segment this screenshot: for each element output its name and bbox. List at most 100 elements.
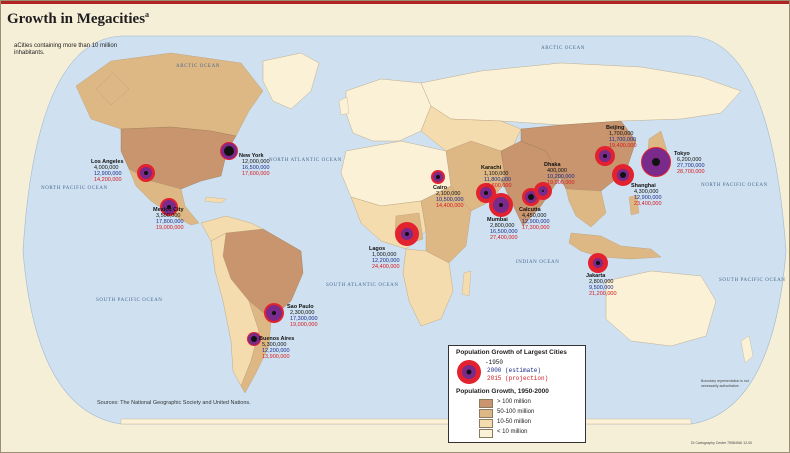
map-title-text: Growth in Megacities	[7, 11, 146, 27]
legend-growth-title: Population Growth, 1950-2000	[456, 388, 549, 395]
legend-1950-label: -1950	[485, 359, 504, 366]
city-mexico-city-name: Mexico City	[153, 207, 185, 213]
city-mexico-city-1950-dot	[167, 205, 171, 209]
city-lagos-pop-2015: 24,400,000	[372, 264, 400, 270]
city-beijing-1950-dot	[603, 154, 607, 158]
city-cairo-pop-2015: 14,400,000	[436, 203, 464, 209]
city-los-angeles-pop-2015: 14,200,000	[94, 177, 122, 183]
city-jakarta-1950-dot	[596, 261, 600, 265]
land-new-zealand	[740, 335, 754, 364]
footnote: aCities containing more than 10 million …	[14, 43, 118, 56]
legend-title: Population Growth of Largest Cities	[456, 349, 567, 356]
land-uk	[338, 96, 350, 116]
ocean-label-north-atlantic: NORTH ATLANTIC OCEAN	[269, 158, 342, 163]
land-australia	[605, 270, 717, 347]
land-southern-africa	[402, 248, 454, 327]
city-mumbai-1950-dot	[499, 203, 503, 207]
city-new-york-pop-2000: 16,500,000	[242, 165, 270, 171]
city-mumbai-pop-1950: 2,800,000	[490, 223, 514, 229]
city-buenos-aires-pop-1950: 5,300,000	[262, 342, 286, 348]
title-footnote-mark: a	[145, 10, 150, 19]
city-sao-paulo-name: Sao Paulo	[287, 304, 314, 310]
legend-label-10-50: 10-50 million	[497, 419, 532, 425]
city-new-york-1950-dot	[224, 146, 234, 156]
land-philippines	[628, 194, 640, 216]
city-calcutta-1950-dot	[528, 194, 534, 200]
city-new-york-pop-2015: 17,600,000	[242, 171, 270, 177]
land-china	[520, 120, 637, 192]
land-se-asia	[565, 188, 607, 228]
ocean-label-north-pacific-2: NORTH PACIFIC OCEAN	[701, 183, 768, 188]
city-buenos-aires-pop-2015: 13,900,000	[262, 354, 290, 360]
legend-swatch-50-100	[479, 409, 493, 418]
city-sao-paulo-pop-1950: 2,300,000	[290, 310, 314, 316]
city-calcutta-pop-1950: 4,450,000	[522, 213, 546, 219]
city-cairo-pop-2000: 10,500,000	[436, 197, 464, 203]
city-shanghai-pop-2000: 12,900,000	[634, 195, 662, 201]
city-los-angeles-pop-2000: 12,900,000	[94, 171, 122, 177]
city-beijing-pop-2015: 19,400,000	[609, 143, 637, 149]
city-labels: Los Angeles4,000,00012,900,00014,200,000…	[91, 125, 705, 360]
city-los-angeles-1950-dot	[144, 171, 148, 175]
city-tokyo-pop-1950: 6,200,000	[677, 157, 701, 163]
legend-dot-1950	[466, 369, 472, 375]
city-lagos-1950-dot	[405, 232, 409, 236]
land-cuba	[204, 196, 227, 204]
city-mexico-city-pop-2000: 17,800,000	[156, 219, 184, 225]
city-sao-paulo-pop-2000: 17,300,000	[290, 316, 318, 322]
land-alaska	[95, 72, 130, 106]
city-tokyo-name: Tokyo	[674, 151, 690, 157]
ocean-label-north-pacific-1: NORTH PACIFIC OCEAN	[41, 186, 108, 191]
city-dhaka-1950-dot	[542, 190, 544, 192]
legend-2000-label: 2000 (estimate)	[487, 367, 542, 374]
city-jakarta-name: Jakarta	[586, 273, 606, 279]
city-lagos-pop-2000: 12,200,000	[372, 258, 400, 264]
city-karachi-name: Karachi	[481, 165, 502, 171]
city-buenos-aires-pop-2000: 12,200,000	[262, 348, 290, 354]
land-indonesia	[568, 232, 662, 260]
city-sao-paulo-pop-2015: 19,000,000	[290, 322, 318, 328]
land-madagascar	[461, 270, 472, 297]
city-karachi-1950-dot	[484, 191, 488, 195]
city-lagos-name: Lagos	[369, 246, 385, 252]
city-cairo-1950-dot	[436, 175, 440, 179]
city-buenos-aires-1950-dot	[251, 336, 257, 342]
land-europe	[345, 78, 432, 142]
city-shanghai-name: Shanghai	[631, 183, 656, 189]
legend-2015-label: 2015 (projection)	[487, 375, 549, 382]
city-los-angeles-name: Los Angeles	[91, 159, 124, 165]
city-new-york-name: New York	[239, 153, 264, 159]
legend-swatch-lt10	[479, 429, 493, 438]
city-symbols	[137, 142, 671, 346]
map-credit: DI Cartography Center 759849AI 12-00	[691, 441, 753, 445]
city-jakarta-pop-1950: 2,800,000	[589, 279, 613, 285]
city-karachi-pop-2000: 11,800,000	[484, 177, 511, 183]
land-canada	[75, 52, 264, 137]
city-dhaka-pop-2000: 10,200,000	[547, 174, 575, 180]
city-cairo-name: Cairo	[433, 185, 448, 191]
land-mexico	[128, 168, 200, 226]
legend-label-gt100: > 100 million	[497, 399, 531, 405]
city-tokyo-pop-2000: 27,700,000	[677, 163, 705, 169]
city-beijing-pop-1950: 1,700,000	[609, 131, 633, 137]
legend-box: Population Growth of Largest Cities -195…	[448, 345, 586, 443]
city-calcutta-pop-2015: 17,300,000	[522, 225, 550, 231]
legend-symbol	[457, 360, 481, 384]
city-cairo-pop-1950: 2,100,000	[436, 191, 460, 197]
legend-swatch-gt100	[479, 399, 493, 408]
city-beijing-name: Beijing	[606, 125, 624, 131]
city-tokyo-pop-2015: 28,700,000	[677, 169, 705, 175]
city-mexico-city-pop-1950: 3,500,000	[156, 213, 180, 219]
ocean-label-arctic-1: ARCTIC OCEAN	[176, 64, 220, 69]
city-shanghai-pop-2015: 23,400,000	[634, 201, 662, 207]
city-mumbai-pop-2015: 27,400,000	[490, 235, 518, 241]
city-los-angeles-pop-1950: 4,000,000	[94, 165, 118, 171]
legend-swatch-10-50	[479, 419, 493, 428]
city-dhaka-pop-1950: 400,000	[547, 168, 567, 174]
city-lagos-pop-1950: 1,000,000	[372, 252, 396, 258]
sources-note: Sources: The National Geographic Society…	[97, 400, 251, 406]
city-mexico-city-pop-2015: 19,000,000	[156, 225, 184, 231]
map-title: Growth in Megacitiesa	[7, 10, 149, 28]
